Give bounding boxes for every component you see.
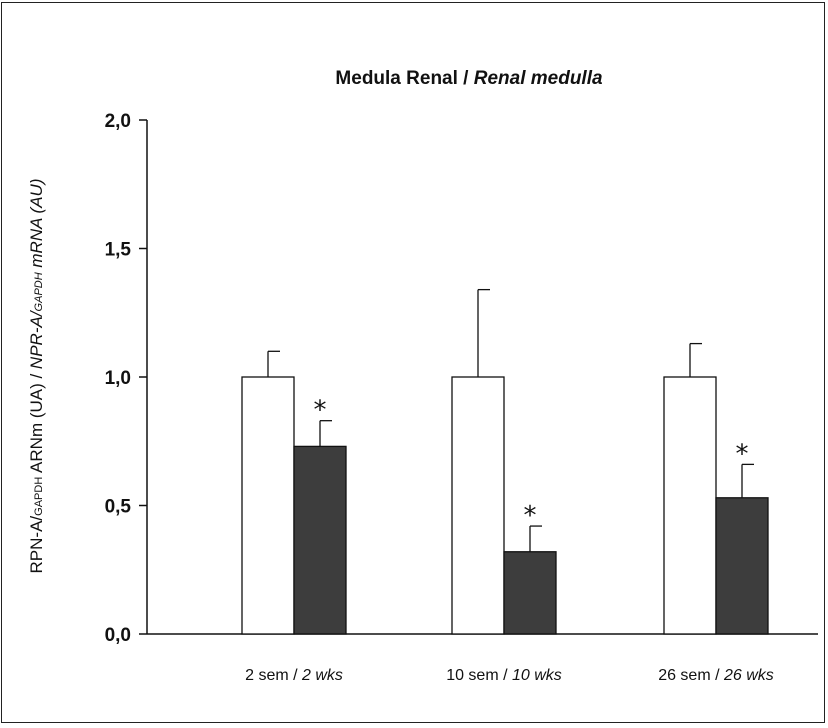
y-ticks: 0,0 0,5 1,0 1,5 2,0 — [105, 111, 147, 646]
x-tick-label: 10 sem / 10 wks — [446, 667, 562, 684]
y-tick-label: 1,5 — [105, 240, 132, 261]
x-tick-labels: 2 sem / 2 wks 10 sem / 10 wks 26 sem / 26 … — [245, 667, 774, 684]
treatment-bar — [715, 497, 769, 635]
control-bar — [241, 376, 295, 635]
significance-marker: * — [314, 396, 327, 426]
y-tick-label: 2,0 — [105, 111, 131, 132]
chart-title: Medula Renal / Renal medulla — [335, 68, 603, 89]
significance-marker: * — [524, 501, 537, 531]
x-tick-label: 26 sem / 26 wks — [658, 667, 774, 684]
treatment-bar — [293, 445, 347, 635]
y-tick-label: 0,5 — [105, 497, 132, 518]
control-bar — [663, 376, 717, 635]
control-bar — [451, 376, 505, 635]
treatment-bar — [503, 551, 557, 635]
bars: * * * — [241, 288, 769, 635]
x-tick-label: 2 sem / 2 wks — [245, 667, 343, 684]
y-axis-label: RPN-A/GAPDH ARNm (UA) / NPR-A/GAPDH mRNA… — [27, 179, 46, 574]
y-tick-label: 1,0 — [105, 368, 131, 389]
significance-marker: * — [736, 439, 749, 469]
y-tick-label: 0,0 — [105, 625, 131, 646]
